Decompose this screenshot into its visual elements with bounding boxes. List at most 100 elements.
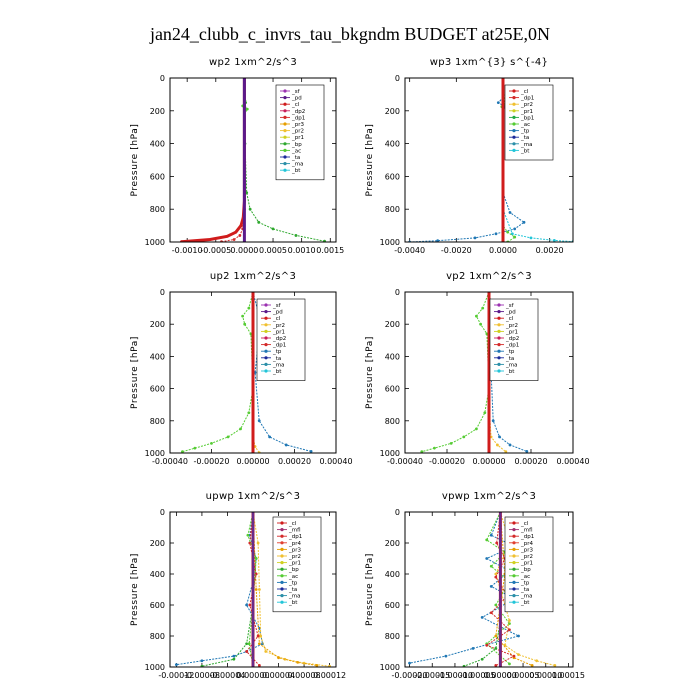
x-tick-label: 0.0000 (489, 246, 517, 255)
legend-label: _tp (505, 349, 515, 355)
legend-marker (512, 587, 516, 591)
data-point-ac (247, 306, 251, 310)
legend-marker (264, 323, 268, 327)
legend-label: _bp (520, 567, 531, 573)
y-tick-label: 400 (150, 352, 165, 361)
data-point-pr2 (256, 541, 260, 545)
legend-label: _pr1 (288, 561, 301, 567)
x-tick-label: 0.00000 (484, 671, 517, 680)
panel-3: up2 1xm^2/s^3 Pressure [hPa] 0 200 400 600 800… (130, 271, 353, 466)
legend-marker (512, 561, 516, 565)
x-tick-label: -0.00004 (209, 671, 245, 680)
legend-marker (497, 316, 501, 320)
data-point-ac (479, 322, 482, 326)
legend-label: _bt (291, 168, 301, 174)
legend-label: _tp (520, 580, 530, 586)
data-point-dp1 (245, 650, 249, 653)
legend-marker (264, 349, 268, 353)
data-point-dp1 (489, 611, 493, 615)
legend-marker (512, 528, 516, 532)
x-tick-label: 0.00040 (556, 457, 589, 466)
legend-marker (283, 89, 287, 93)
legend-marker (512, 521, 516, 525)
legend-marker (497, 369, 501, 373)
legend-label: _dp2 (291, 109, 305, 115)
y-axis-label: Pressure [hPa] (365, 336, 375, 409)
data-point-pr3 (296, 660, 300, 664)
legend-label: _pr2 (288, 554, 301, 560)
data-point-dp1 (508, 628, 511, 632)
legend-label: _bt (520, 148, 530, 154)
data-point-pr2 (264, 650, 268, 653)
legend-marker (280, 554, 284, 558)
y-tick-label: 400 (150, 140, 165, 149)
legend: _cl_mfl_dp1_pr4_pr3_pr2_pr1_bp_ac_tp_ta_… (504, 516, 554, 613)
legend-marker (497, 336, 501, 340)
data-point-tp (498, 435, 501, 439)
x-tick-label: 0.0005 (259, 246, 287, 255)
data-point-dp1 (238, 234, 242, 237)
legend-label: _bt (272, 369, 282, 375)
y-tick-label: 600 (385, 172, 400, 181)
x-tick-label: -0.0040 (394, 246, 425, 255)
panel-4: vp2 1xm^2/s^3 Pressure [hPa] 0 200 400 600 800… (365, 271, 590, 466)
y-axis-label: Pressure [hPa] (130, 124, 140, 197)
legend-label: _pr1 (291, 135, 304, 141)
series-line-ac (421, 292, 490, 453)
data-point-ac (245, 107, 249, 111)
y-tick-label: 0 (395, 74, 400, 83)
legend-marker (283, 162, 287, 166)
data-point-tp (268, 435, 271, 439)
x-tick-label: -0.0005 (200, 246, 231, 255)
legend-label: _pr1 (505, 329, 518, 335)
data-point-pr2 (517, 653, 520, 656)
legend-label: _ta (520, 587, 529, 593)
legend-label: _ta (288, 587, 297, 593)
x-tick-label: 0.00000 (236, 671, 269, 680)
data-point-tp (408, 661, 411, 665)
x-tick-label: 0.00008 (288, 671, 321, 680)
data-point-bp (200, 664, 204, 667)
legend-marker (283, 135, 287, 139)
data-point-dp1 (495, 541, 499, 545)
data-point-ac (494, 603, 498, 607)
data-point-tp (489, 533, 493, 537)
x-tick-label: 0.00020 (278, 457, 311, 466)
series-line-pr2 (252, 512, 330, 667)
data-point-tp (200, 659, 204, 663)
legend-marker (280, 580, 284, 585)
data-point-pr3 (277, 656, 280, 660)
data-point-cl (501, 207, 505, 211)
legend-marker (283, 142, 287, 146)
x-tick-label: 0.00015 (552, 671, 585, 680)
y-tick-label: 1000 (145, 663, 165, 672)
data-point-pr2 (504, 450, 508, 453)
legend-label: _tp (288, 580, 298, 586)
legend-label: _ma (291, 162, 303, 168)
legend-label: _pr4 (288, 541, 302, 547)
panel-title: up2 1xm^2/s^3 (210, 271, 296, 282)
legend-marker (264, 369, 268, 373)
legend-label: _dp1 (291, 115, 305, 121)
data-point-dp1 (485, 643, 489, 647)
data-point-dp1 (248, 603, 252, 607)
x-tick-label: -0.0010 (172, 246, 203, 255)
x-tick-label: 0.0000 (230, 246, 258, 255)
data-point-cl (208, 238, 212, 241)
data-point-ac (243, 322, 247, 326)
legend-marker (497, 362, 501, 366)
data-point-pr3 (315, 664, 319, 667)
data-point-ac (462, 435, 466, 439)
legend-label: _ta (291, 155, 300, 161)
data-point-bp (323, 239, 326, 242)
x-tick-label: 0.0020 (536, 246, 564, 255)
y-tick-label: 1000 (380, 449, 400, 458)
legend-marker (264, 356, 268, 360)
data-point-tp (485, 557, 489, 560)
legend-marker (512, 567, 516, 571)
x-tick-label: 0.00004 (262, 671, 295, 680)
panel-title: vpwp 1xm^2/s^3 (442, 491, 536, 502)
y-tick-label: 600 (385, 601, 400, 610)
legend-marker (497, 343, 501, 347)
